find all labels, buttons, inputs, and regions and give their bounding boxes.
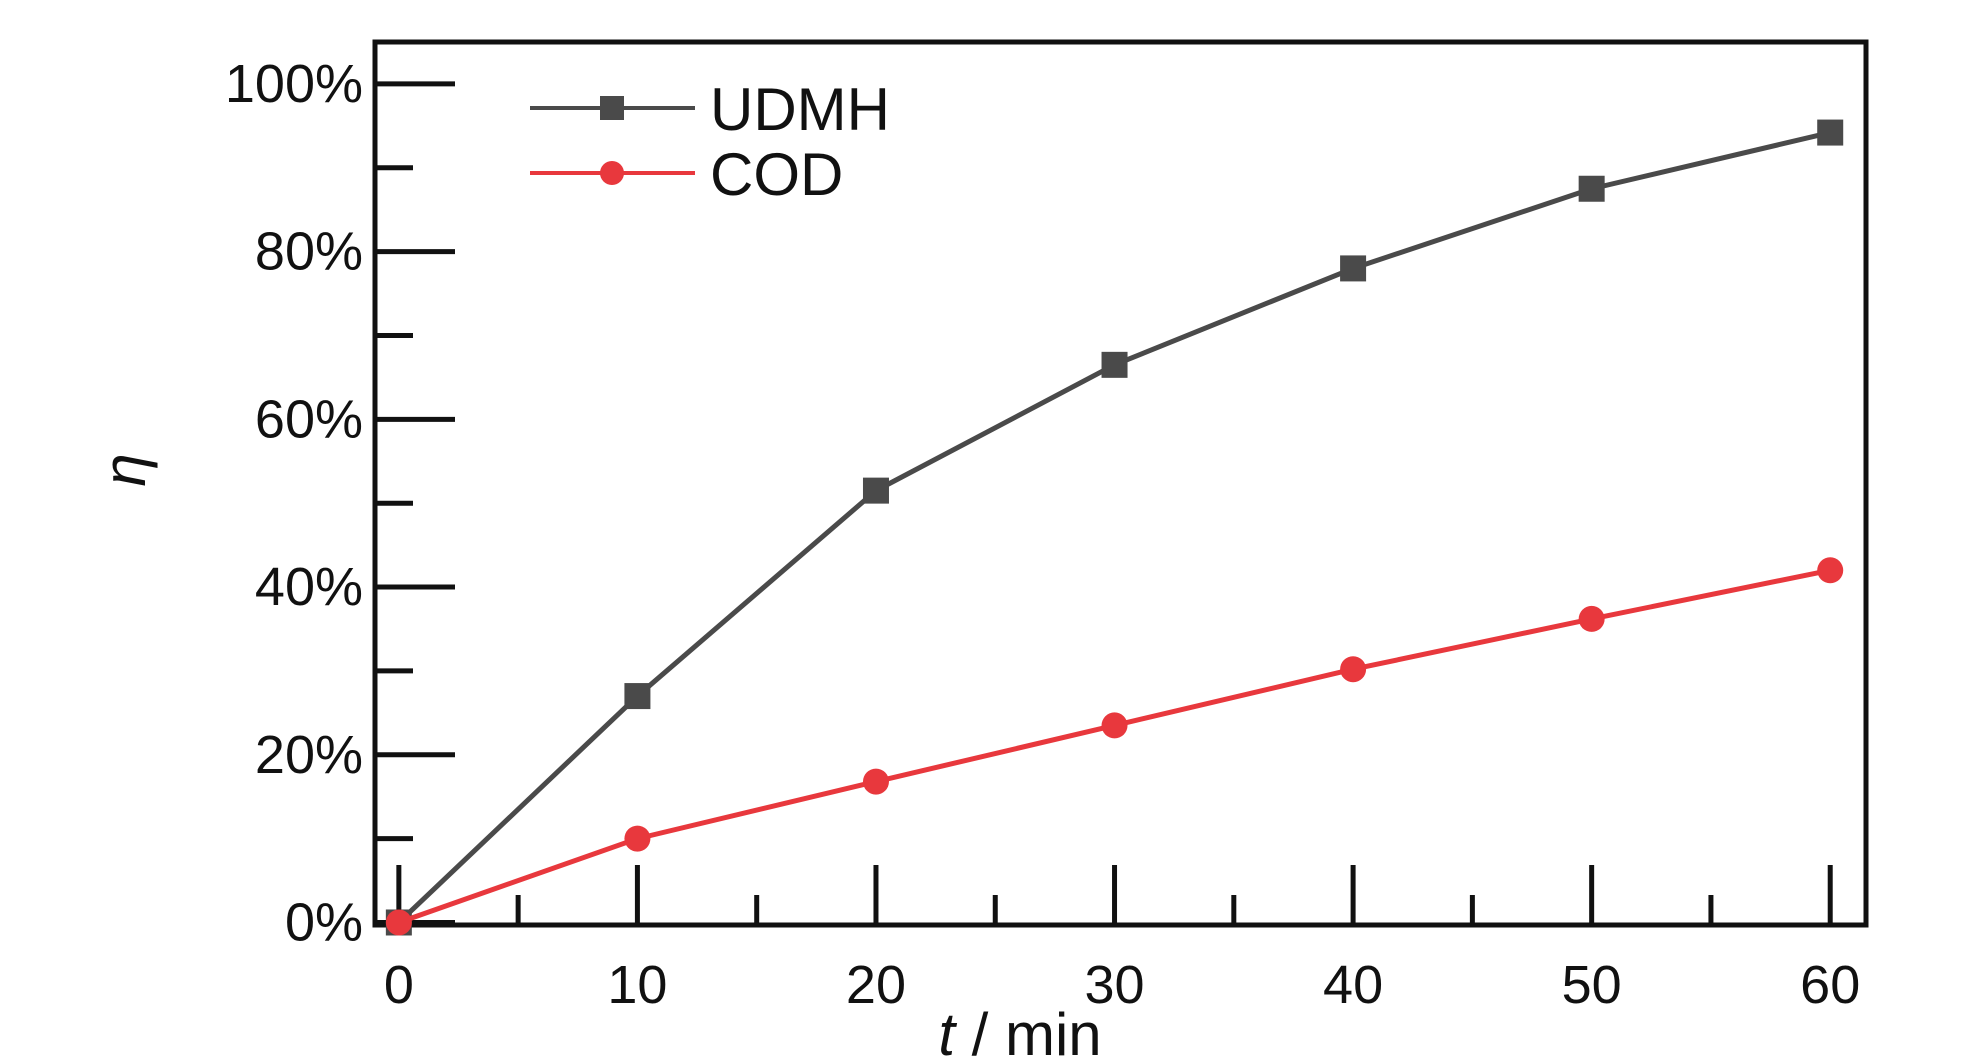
legend-swatch-udmh-marker — [600, 96, 624, 120]
x-axis-title-unit: / min — [955, 1001, 1102, 1063]
x-tick-label: 40 — [1323, 955, 1383, 1015]
udmh-point — [624, 683, 651, 710]
udmh-point — [862, 477, 889, 504]
y-tick-label: 20% — [255, 725, 363, 785]
x-tick-label: 30 — [1084, 955, 1144, 1015]
series-cod — [385, 557, 1844, 936]
plot-area — [372, 39, 1869, 928]
cod-point — [862, 768, 889, 795]
cod-point — [385, 909, 412, 936]
tick-labels: 0 10 20 30 40 50 60 0% 20% 40% 60% 80% 100% — [225, 54, 1860, 1015]
series-udmh — [385, 119, 1844, 936]
cod-point — [1578, 605, 1605, 632]
x-tick-label: 60 — [1800, 955, 1860, 1015]
legend-label-udmh: UDMH — [710, 76, 890, 143]
legend: UDMH COD — [525, 62, 1070, 237]
x-tick-label: 10 — [607, 955, 667, 1015]
udmh-series-line — [397, 130, 1831, 925]
udmh-point — [1817, 119, 1844, 146]
plot-frame — [372, 39, 1869, 928]
cod-point — [1817, 557, 1844, 584]
x-tick-label: 0 — [384, 955, 414, 1015]
y-tick-label: 100% — [225, 54, 363, 114]
y-tick-label: 60% — [255, 389, 363, 449]
udmh-point — [1101, 351, 1128, 378]
y-tick-label: 80% — [255, 222, 363, 282]
axis-ticks — [375, 81, 1833, 925]
y-tick-label: 0% — [285, 892, 363, 952]
x-axis-title: t / min — [938, 1001, 1101, 1063]
udmh-point — [1578, 175, 1605, 202]
x-tick-label: 20 — [846, 955, 906, 1015]
y-axis-title: η — [91, 453, 158, 486]
cod-point — [624, 825, 651, 852]
legend-background — [525, 62, 1070, 237]
legend-label-cod: COD — [710, 141, 843, 208]
y-tick-label: 40% — [255, 557, 363, 617]
cod-point — [1340, 656, 1367, 683]
udmh-point — [1340, 255, 1367, 282]
x-axis-title-variable: t — [938, 1001, 957, 1063]
series-group — [385, 119, 1844, 936]
cod-point — [1101, 712, 1128, 739]
x-tick-label: 50 — [1562, 955, 1622, 1015]
legend-swatch-cod-marker — [600, 161, 624, 185]
